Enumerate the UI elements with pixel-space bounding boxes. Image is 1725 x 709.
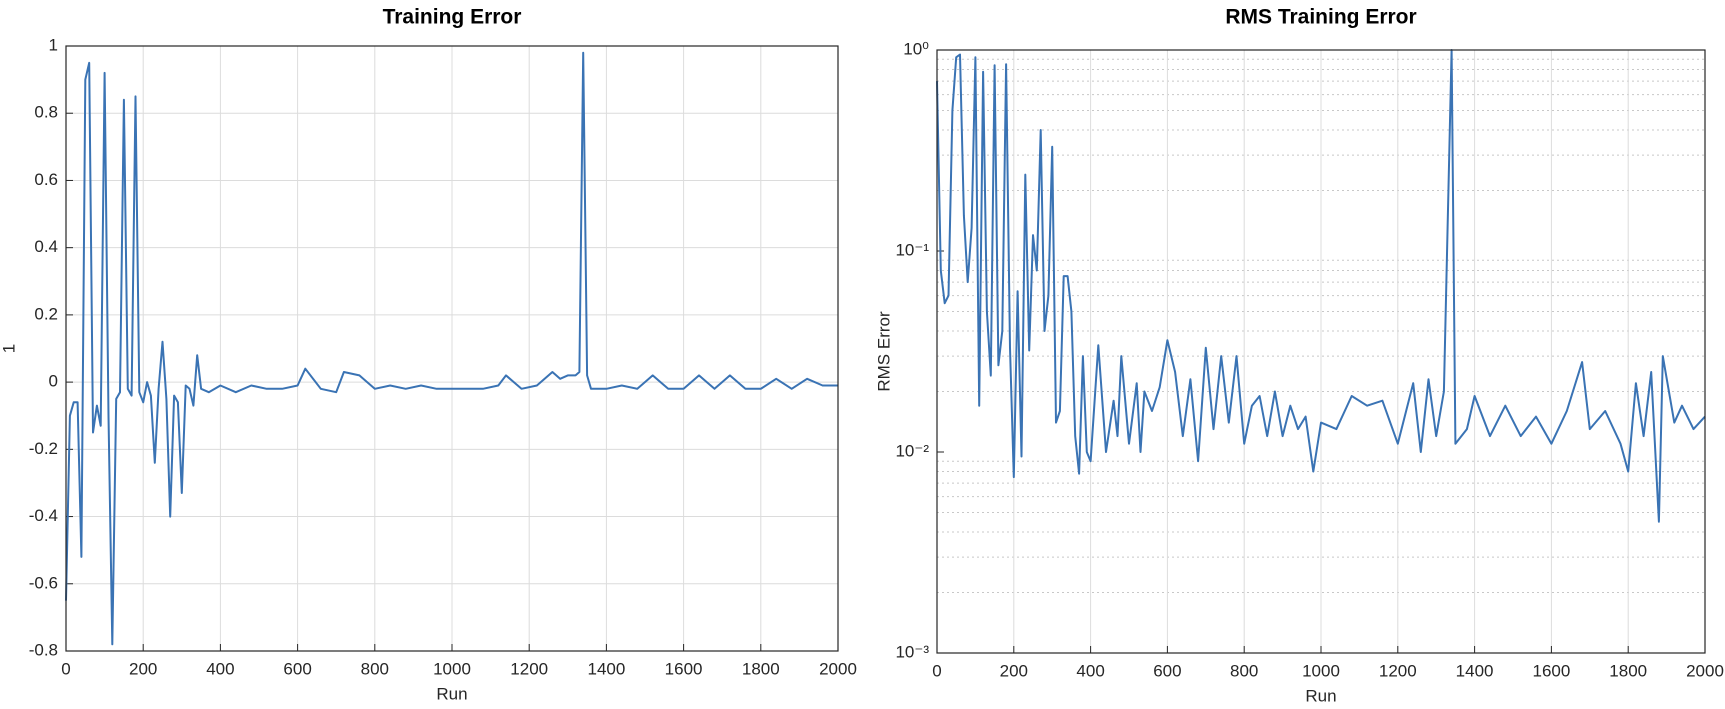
y-tick-label: 10⁻³: [895, 642, 929, 661]
y-axis-label: 1: [0, 344, 18, 353]
y-axis-label: RMS Error: [874, 311, 893, 392]
y-tick-label: 1: [49, 35, 58, 54]
x-tick-label: 1000: [433, 659, 471, 678]
y-tick-label: -0.4: [29, 506, 58, 525]
x-tick-label: 0: [61, 659, 70, 678]
data-line: [936, 49, 1706, 523]
x-tick-label: 1600: [1532, 661, 1570, 680]
x-tick-label: 200: [1000, 661, 1028, 680]
x-axis-label: Run: [436, 684, 467, 703]
y-tick-label: 10⁻¹: [895, 240, 929, 259]
x-tick-label: 800: [1230, 661, 1258, 680]
chart-title: RMS Training Error: [1225, 6, 1416, 29]
x-tick-label: 2000: [819, 659, 857, 678]
x-tick-label: 600: [1153, 661, 1181, 680]
x-tick-label: 1800: [742, 659, 780, 678]
y-tick-label: 10⁰: [903, 39, 929, 58]
x-tick-label: 600: [283, 659, 311, 678]
x-tick-label: 0: [932, 661, 941, 680]
y-tick-label: 0.2: [34, 304, 58, 323]
y-tick-label: 0.8: [34, 103, 58, 122]
y-tick-label: 0: [49, 372, 58, 391]
x-tick-label: 1000: [1302, 661, 1340, 680]
x-tick-label: 200: [129, 659, 157, 678]
x-tick-label: 1600: [665, 659, 703, 678]
x-tick-label: 400: [206, 659, 234, 678]
y-tick-label: -0.8: [29, 640, 58, 659]
x-tick-label: 2000: [1686, 661, 1724, 680]
y-tick-label: -0.2: [29, 439, 58, 458]
x-tick-label: 1200: [510, 659, 548, 678]
x-tick-label: 1400: [1456, 661, 1494, 680]
axes-frame: [936, 49, 1706, 654]
x-tick-label: 1800: [1609, 661, 1647, 680]
y-tick-label: 10⁻²: [895, 441, 929, 460]
x-tick-label: 1200: [1379, 661, 1417, 680]
y-tick-label: -0.6: [29, 573, 58, 592]
x-tick-label: 400: [1076, 661, 1104, 680]
y-tick-label: 0.4: [34, 237, 58, 256]
x-tick-label: 1400: [587, 659, 625, 678]
axes-frame: [65, 45, 839, 652]
x-tick-label: 800: [361, 659, 389, 678]
chart-title: Training Error: [383, 6, 522, 29]
y-tick-label: 0.6: [34, 170, 58, 189]
data-line: [65, 51, 838, 646]
x-axis-label: Run: [1305, 686, 1336, 705]
